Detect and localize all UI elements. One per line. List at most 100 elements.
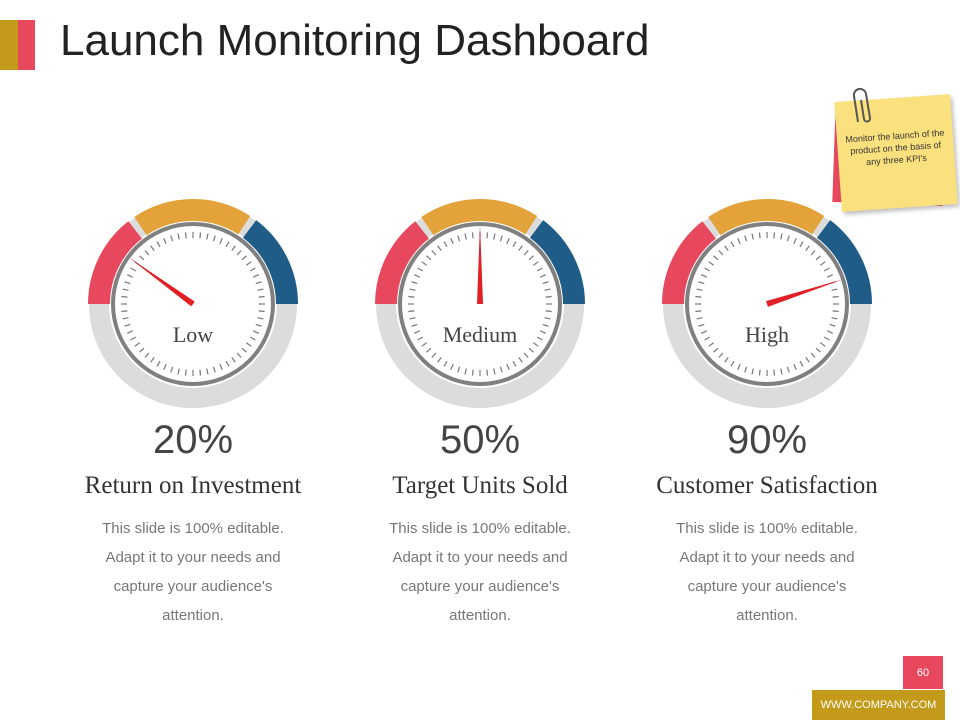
dial-tick	[708, 342, 714, 347]
dial-tick	[793, 237, 797, 244]
zone-mid	[708, 199, 825, 236]
accent-red	[18, 20, 35, 70]
dial-tick	[212, 235, 216, 242]
dial-tick	[695, 310, 702, 313]
dial-tick	[150, 245, 155, 251]
value-label: 90%	[726, 418, 808, 462]
dial-tick	[698, 281, 705, 285]
dial-tick	[751, 368, 754, 375]
kpi-description: This slide is 100% editable. Adapt it to…	[389, 520, 571, 624]
dial-tick	[236, 250, 242, 256]
dial-tick	[773, 232, 776, 239]
dial-tick	[471, 232, 474, 239]
dial-tick	[724, 245, 729, 251]
dial-tick	[206, 368, 209, 375]
dial-tick	[730, 241, 735, 248]
dial-tick	[170, 366, 174, 373]
dial-tick	[704, 267, 711, 272]
dial-tick	[831, 317, 838, 320]
dial-tick	[744, 235, 748, 242]
dial-tick	[413, 274, 420, 278]
dial-tick	[409, 288, 416, 291]
dial-tick	[426, 255, 432, 261]
dial-tick	[184, 369, 187, 376]
dial-tick	[544, 288, 551, 291]
dial-tick	[528, 347, 534, 353]
dial-tick	[443, 241, 448, 248]
dial-tick	[533, 342, 539, 347]
zone-low	[88, 221, 143, 305]
dial-tick	[805, 357, 810, 363]
dial-tick	[464, 368, 467, 375]
dial-tick	[827, 274, 834, 278]
dial-tick	[241, 255, 247, 261]
dial-tick	[704, 336, 711, 341]
dial-tick	[724, 357, 729, 363]
dial-tick	[139, 347, 145, 353]
dial-tick	[450, 364, 454, 371]
dial-tick	[199, 232, 202, 239]
website: WWW.COMPANY.COM	[812, 690, 945, 720]
dial-tick	[231, 245, 236, 251]
dial-tick	[126, 330, 133, 334]
dial-tick	[805, 245, 810, 251]
dial-tick	[156, 241, 161, 248]
dial-tick	[780, 368, 783, 375]
kpi-description: This slide is 100% editable. Adapt it to…	[102, 520, 284, 624]
dial-tick	[542, 323, 549, 327]
dial-tick	[219, 364, 223, 371]
dial-tick	[471, 369, 474, 376]
dial-tick	[144, 250, 150, 256]
dial-tick	[713, 347, 719, 353]
dial-tick	[253, 274, 260, 278]
dial-tick	[544, 317, 551, 320]
dial-tick	[823, 336, 830, 341]
dial-tick	[493, 233, 496, 240]
dial-tick	[545, 310, 552, 313]
dial-tick	[523, 352, 529, 358]
dial-tick	[799, 241, 804, 248]
dial-tick	[820, 342, 826, 347]
dial-tick	[231, 357, 236, 363]
zone-mid	[421, 199, 538, 236]
dial-tick	[499, 235, 503, 242]
dial-tick	[486, 369, 489, 376]
dial-tick	[831, 288, 838, 291]
dial-tick	[493, 368, 496, 375]
dial-tick	[411, 323, 418, 327]
dial-tick	[121, 295, 128, 298]
dial-tick	[528, 255, 534, 261]
zone-mid	[134, 199, 251, 236]
zone-low	[662, 221, 717, 305]
dial-tick	[815, 347, 821, 353]
dial-tick	[810, 250, 816, 256]
dial-tick	[177, 233, 180, 240]
dial-tick	[536, 336, 543, 341]
dial-tick	[698, 323, 705, 327]
dial-tick	[150, 357, 155, 363]
dial-tick	[718, 352, 724, 358]
kpi-name: Customer Satisfaction	[656, 472, 878, 499]
dial-tick	[832, 310, 839, 313]
dial-tick	[253, 330, 260, 334]
dial-tick	[718, 250, 724, 256]
dial-tick	[758, 369, 761, 376]
dial-tick	[820, 261, 826, 266]
paperclip	[852, 87, 871, 123]
gauge-level: Low	[173, 322, 213, 347]
dial-tick	[225, 241, 230, 248]
dial-tick	[124, 323, 131, 327]
dial-tick	[130, 267, 137, 272]
dial-tick	[773, 369, 776, 376]
dial-tick	[413, 330, 420, 334]
dial-tick	[708, 261, 714, 266]
value-label: 20%	[152, 418, 234, 462]
dial-tick	[170, 235, 174, 242]
dial-tick	[124, 281, 131, 285]
needle	[766, 279, 844, 307]
dial-tick	[258, 310, 265, 313]
dial-tick	[249, 336, 256, 341]
dial-tick	[126, 274, 133, 278]
dial-tick	[499, 366, 503, 373]
